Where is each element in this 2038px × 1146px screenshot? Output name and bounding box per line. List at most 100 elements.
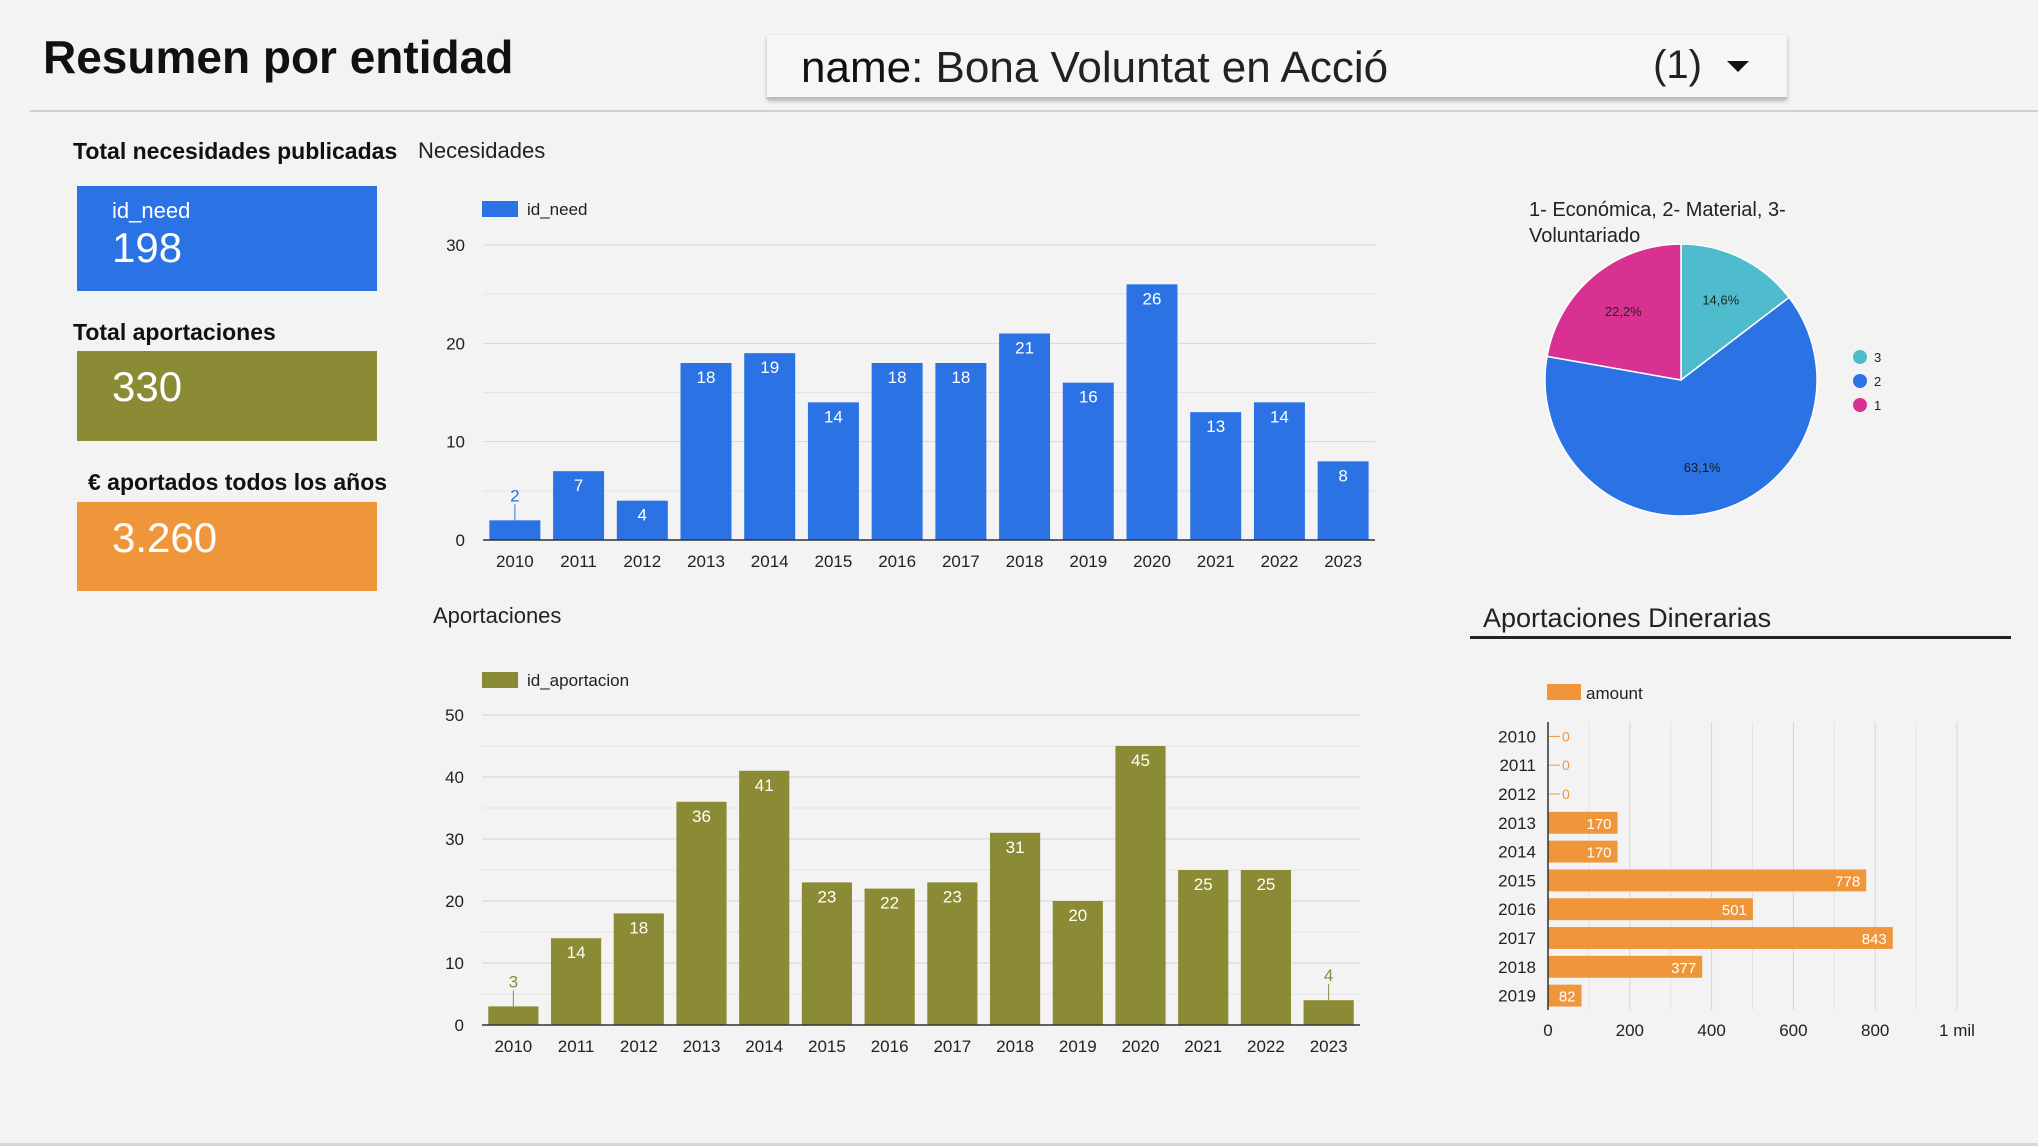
y-tick-label: 2013 [1498,814,1536,833]
bar [927,882,978,1025]
type-pie-chart: 1- Económica, 2- Material, 3- Voluntariad… [1529,199,1881,517]
x-tick-label: 2012 [623,552,661,571]
x-tick-label: 2011 [560,552,597,571]
y-tick-label: 30 [445,830,464,849]
pie-title-line-2: Voluntariado [1529,225,1640,247]
bar [613,913,664,1025]
pie-slice [1680,243,1791,382]
x-tick-label: 2011 [558,1037,595,1056]
euros-kpi-value: 3.260 [112,514,218,561]
bar [989,832,1041,1025]
bar [1126,284,1178,540]
y-tick-label: 40 [445,768,464,787]
data-label: 26 [1143,289,1162,308]
pie-slice-label: 22,2% [1605,304,1642,319]
pie-legend-label: 3 [1874,350,1881,365]
y-tick-label: 50 [445,706,464,725]
data-label: 25 [1256,875,1275,894]
legend-swatch [482,201,518,217]
x-tick-label: 2020 [1133,552,1171,571]
data-label: 18 [951,368,970,387]
legend-label: id_need [527,200,588,219]
data-label: 82 [1559,989,1576,1006]
needs-bar-chart: id_need 0 10 20 30 2010 2 2011 7 2012 4 2013 18 2014 1… [446,200,1375,571]
y-tick-label: 0 [456,531,465,550]
data-label: 23 [817,887,836,906]
bar [676,801,727,1025]
entity-name-filter-dropdown[interactable]: name: Bona Voluntat en Acció (1) [767,35,1787,99]
data-label: 3 [509,972,518,991]
needs-chart-title: Necesidades [418,138,546,163]
data-label: 170 [1586,816,1611,833]
data-label: 2 [510,486,519,505]
bar [864,888,915,1025]
y-tick-label: 2010 [1498,727,1536,746]
data-label: 19 [760,358,779,377]
money-chart-title: Aportaciones Dinerarias [1483,603,1772,633]
header-divider [30,110,2038,112]
data-label: 7 [574,476,583,495]
x-tick-label: 800 [1861,1021,1889,1040]
bar [1062,382,1114,540]
y-tick-label: 2016 [1498,900,1536,919]
needs-kpi-metric-name: id_need [112,198,191,223]
data-label: 25 [1194,875,1213,894]
x-tick-label: 2019 [1069,552,1107,571]
bar [1115,746,1166,1025]
data-label: 16 [1079,388,1098,407]
data-label: 13 [1206,417,1225,436]
y-tick-label: 2017 [1498,929,1536,948]
pie-legend-dot [1853,398,1867,412]
data-label: 4 [1324,966,1333,985]
legend-swatch [1547,684,1581,700]
data-label: 377 [1671,960,1696,977]
pie-legend-label: 1 [1874,398,1881,413]
data-label: 778 [1835,873,1860,890]
x-tick-label: 2019 [1059,1037,1097,1056]
pie-slice [1546,243,1682,381]
x-tick-label: 2016 [878,552,916,571]
euros-kpi-card: 3.260 [77,502,377,591]
x-tick-label: 2018 [1006,552,1044,571]
page-title: Resumen por entidad [43,31,514,83]
bar [807,402,859,540]
data-label: 20 [1068,906,1087,925]
data-label: 170 [1586,845,1611,862]
bar [801,882,853,1025]
x-tick-label: 2015 [808,1037,846,1056]
y-tick-label: 2015 [1498,871,1536,890]
bar [553,471,605,540]
pie-slice [1544,296,1818,517]
x-tick-label: 2023 [1324,552,1362,571]
bar [1548,927,1893,949]
bar [999,333,1051,540]
bar [1548,955,1703,978]
data-label: 36 [692,807,711,826]
filter-selected-value: : Bona Voluntat en Acció [911,43,1389,92]
bar [935,363,987,540]
chevron-down-icon[interactable] [1727,61,1749,72]
x-tick-label: 200 [1616,1021,1644,1040]
bar [739,770,790,1025]
data-label: 18 [888,368,907,387]
x-tick-label: 2020 [1122,1037,1160,1056]
data-label: 0 [1562,786,1570,802]
bar [680,363,732,540]
bar [744,353,796,540]
y-tick-label: 2014 [1498,843,1536,862]
bar [1240,870,1292,1025]
y-tick-label: 0 [455,1016,464,1035]
x-tick-label: 400 [1697,1021,1725,1040]
x-tick-label: 2016 [871,1037,909,1056]
contrib-kpi-value: 330 [112,363,183,410]
data-label: 14 [824,407,843,426]
y-tick-label: 20 [446,334,465,353]
pie-title-line-1: 1- Económica, 2- Material, 3- [1529,199,1786,221]
data-label: 45 [1131,751,1150,770]
bar [1052,901,1103,1025]
bar [1317,461,1369,540]
x-tick-label: 2014 [751,552,789,571]
bar [1190,412,1242,540]
bar [871,363,923,540]
